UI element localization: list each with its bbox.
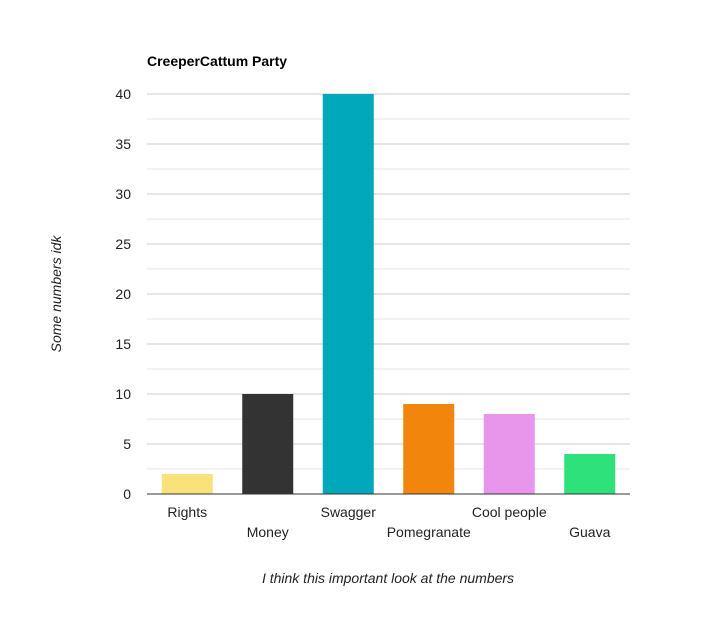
bar-pomegranate — [403, 404, 455, 494]
bar-guava — [564, 454, 616, 494]
y-tick-label: 0 — [123, 486, 131, 502]
y-tick-label: 20 — [115, 286, 131, 302]
y-tick-label: 10 — [115, 386, 131, 402]
y-tick-label: 40 — [115, 86, 131, 102]
bar-rights — [161, 474, 213, 494]
bar-cool-people — [483, 414, 535, 494]
bar-swagger — [322, 94, 374, 494]
x-tick-label: Rights — [167, 504, 207, 520]
y-tick-label: 35 — [115, 136, 131, 152]
y-axis-ticks: 0 5 10 15 20 25 30 35 40 — [115, 86, 131, 502]
bar-money — [242, 394, 294, 494]
chart-title: CreeperCattum Party — [147, 53, 287, 69]
y-tick-label: 25 — [115, 236, 131, 252]
x-tick-label: Guava — [569, 524, 610, 540]
x-tick-label: Money — [247, 524, 289, 540]
x-tick-label: Pomegranate — [387, 524, 471, 540]
y-tick-label: 30 — [115, 186, 131, 202]
x-tick-label: Swagger — [321, 504, 377, 520]
y-tick-label: 15 — [115, 336, 131, 352]
bars — [161, 94, 616, 494]
x-axis-label: I think this important look at the numbe… — [262, 570, 514, 586]
y-axis-label: Some numbers idk — [48, 235, 64, 353]
gridlines — [147, 93, 630, 470]
y-tick-label: 5 — [123, 436, 131, 452]
x-tick-label: Cool people — [472, 504, 547, 520]
